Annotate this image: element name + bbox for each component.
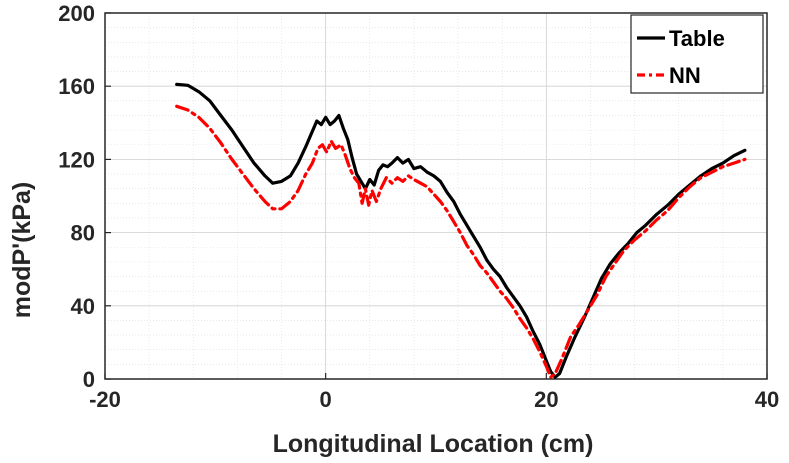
legend-label-nn: NN <box>669 63 701 88</box>
legend: Table NN <box>630 14 764 94</box>
x-axis-title: Longitudinal Location (cm) <box>273 430 594 458</box>
y-tick-label: 200 <box>58 1 95 26</box>
series-line-nn <box>175 104 747 379</box>
x-tick-label: 40 <box>755 387 779 412</box>
series-line-table <box>175 82 747 379</box>
y-tick-label: 80 <box>71 221 95 246</box>
plot-frame <box>104 12 768 380</box>
x-tick-label: 0 <box>320 387 332 412</box>
x-axis-ticks: -20 0 20 40 <box>89 373 779 412</box>
y-axis-title: modP'(kPa) <box>8 182 36 319</box>
y-tick-label: 40 <box>71 294 95 319</box>
x-tick-label: -20 <box>89 387 121 412</box>
y-axis-ticks: 0 40 80 120 160 200 <box>58 1 111 392</box>
x-tick-label: 20 <box>534 387 558 412</box>
y-tick-label: 0 <box>83 367 95 392</box>
legend-box <box>630 14 764 94</box>
legend-label-table: Table <box>669 26 725 51</box>
y-tick-label: 120 <box>58 147 95 172</box>
y-tick-label: 160 <box>58 74 95 99</box>
series-layer <box>175 82 747 379</box>
